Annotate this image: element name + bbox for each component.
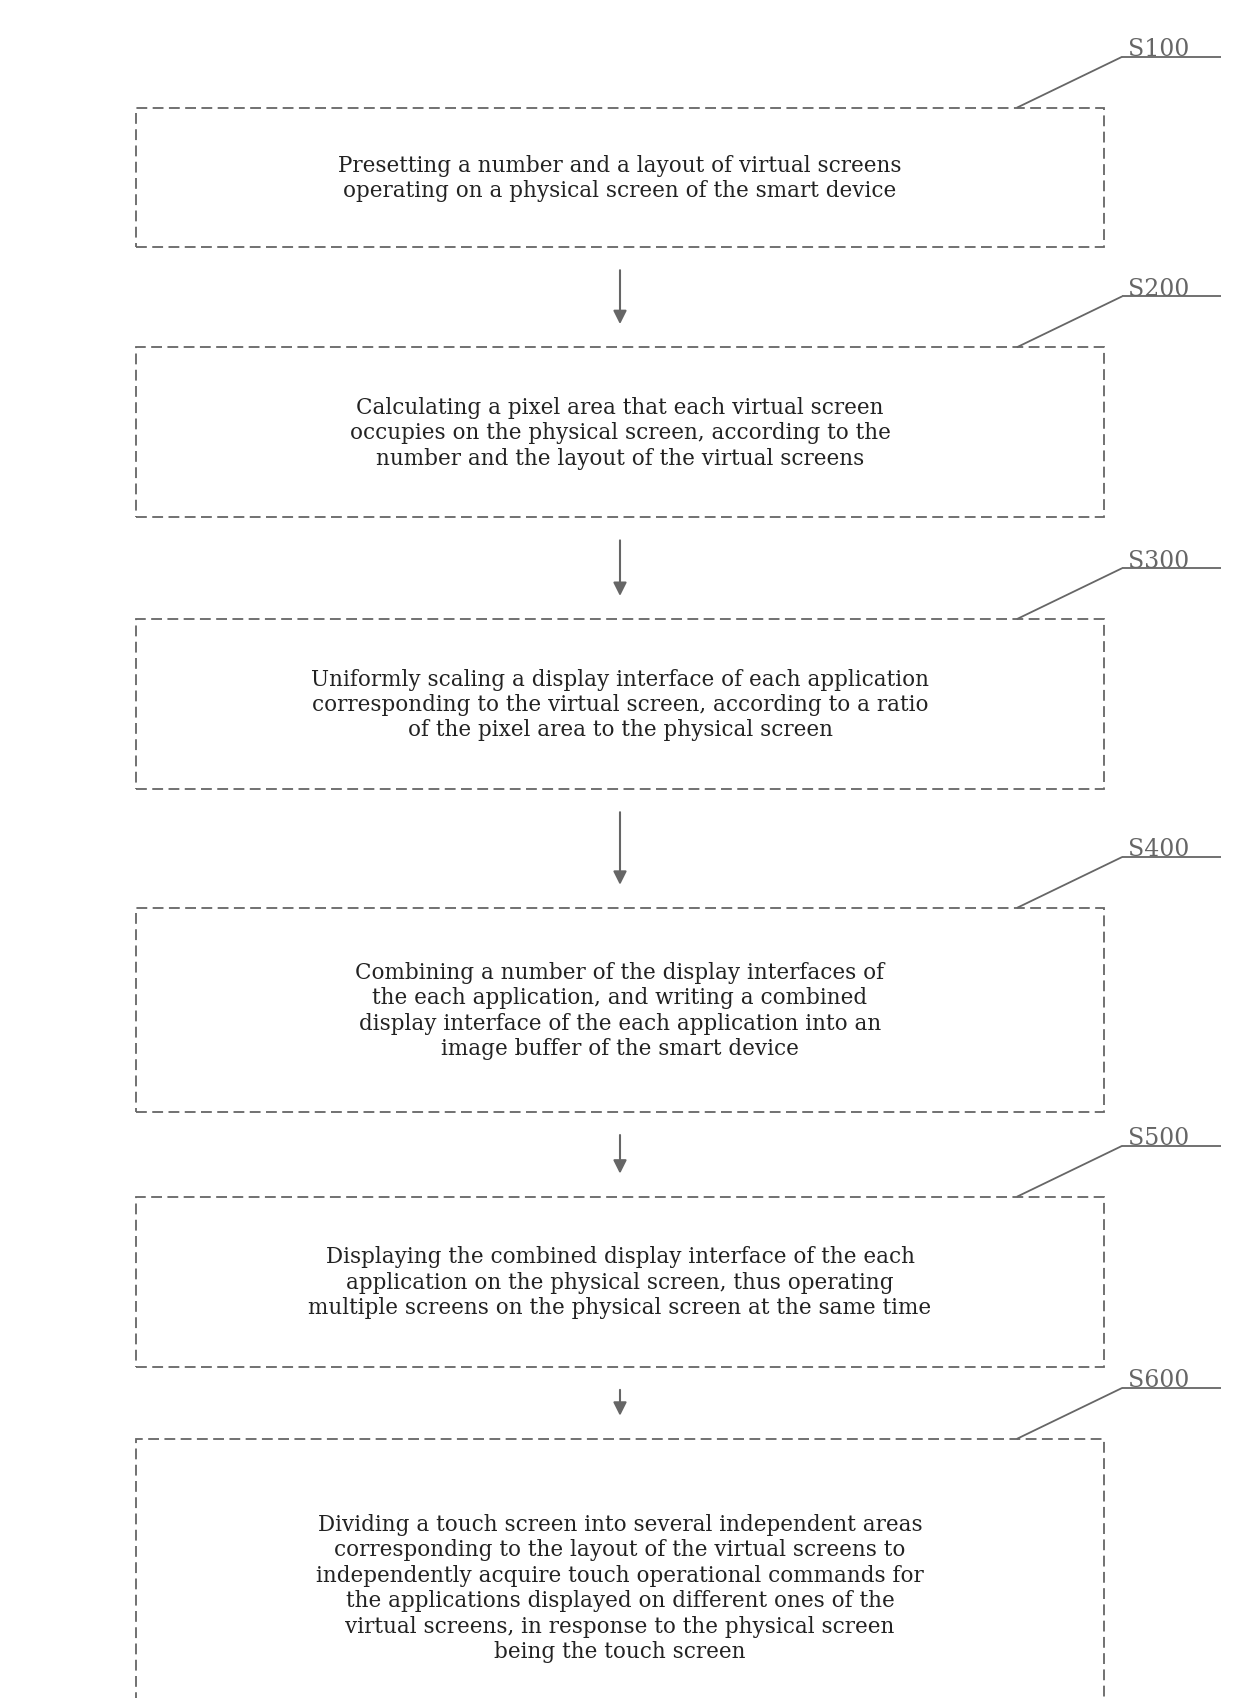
- Bar: [136, 620, 1104, 790]
- Bar: [136, 908, 1104, 1112]
- Text: S300: S300: [1128, 548, 1189, 572]
- Text: S100: S100: [1128, 37, 1189, 61]
- Bar: [136, 348, 1104, 518]
- Text: S200: S200: [1128, 277, 1189, 301]
- Bar: [136, 1197, 1104, 1367]
- Bar: [136, 1440, 1104, 1698]
- Text: S500: S500: [1128, 1126, 1189, 1150]
- Text: S600: S600: [1128, 1369, 1189, 1392]
- Text: Uniformly scaling a display interface of each application
corresponding to the v: Uniformly scaling a display interface of…: [311, 669, 929, 740]
- Text: Combining a number of the display interfaces of
the each application, and writin: Combining a number of the display interf…: [356, 961, 884, 1060]
- Text: Displaying the combined display interface of the each
application on the physica: Displaying the combined display interfac…: [309, 1246, 931, 1318]
- Text: Presetting a number and a layout of virtual screens
operating on a physical scre: Presetting a number and a layout of virt…: [339, 155, 901, 202]
- Text: Dividing a touch screen into several independent areas
corresponding to the layo: Dividing a touch screen into several ind…: [316, 1513, 924, 1662]
- Text: S400: S400: [1128, 837, 1189, 861]
- Bar: [136, 109, 1104, 248]
- Text: Calculating a pixel area that each virtual screen
occupies on the physical scree: Calculating a pixel area that each virtu…: [350, 397, 890, 469]
